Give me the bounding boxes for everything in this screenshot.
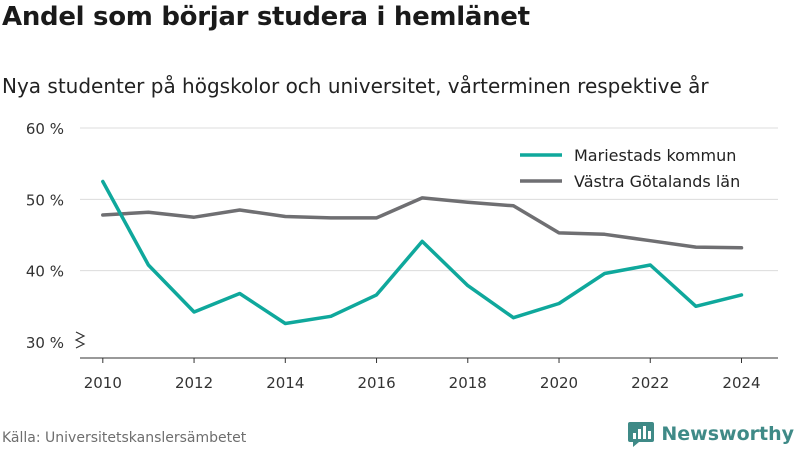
y-tick-label: 50 % — [26, 191, 64, 209]
x-tick-label: 2022 — [631, 374, 669, 392]
bar-chart-logo-icon — [628, 422, 655, 447]
brand-name: Newsworthy — [661, 423, 794, 445]
legend: Mariestads kommun Västra Götalands län — [520, 146, 740, 191]
x-tick-label: 2012 — [175, 374, 213, 392]
legend-label: Mariestads kommun — [574, 146, 736, 165]
x-tick-label: 2024 — [722, 374, 760, 392]
y-tick-label: 60 % — [26, 120, 64, 138]
series-line — [101, 196, 744, 250]
x-axis: 2010 2012 2014 2016 2018 2020 2022 2024 — [80, 357, 778, 392]
x-tick-label: 2020 — [540, 374, 578, 392]
y-tick-label: 40 % — [26, 263, 64, 281]
y-tick-label: 30 % — [26, 334, 64, 352]
brand-logo[interactable]: Newsworthy — [627, 420, 794, 448]
legend-label: Västra Götalands län — [574, 172, 740, 191]
source-note: Källa: Universitetskanslersämbetet — [2, 430, 247, 446]
x-tick-label: 2010 — [84, 374, 122, 392]
series-lines — [101, 179, 744, 326]
y-axis-ticks: 30 % 40 % 50 % 60 % — [26, 120, 86, 352]
series-line — [101, 179, 744, 326]
axis-break-icon — [74, 331, 86, 349]
x-tick-label: 2018 — [449, 374, 487, 392]
chart-title: Andel som börjar studera i hemlänet — [2, 2, 530, 32]
chart-subtitle: Nya studenter på högskolor och universit… — [2, 74, 709, 98]
x-tick-label: 2014 — [266, 374, 304, 392]
line-chart: 30 % 40 % 50 % 60 % 2010 2012 2014 2016 2018 202… — [26, 120, 778, 392]
x-tick-label: 2016 — [357, 374, 395, 392]
